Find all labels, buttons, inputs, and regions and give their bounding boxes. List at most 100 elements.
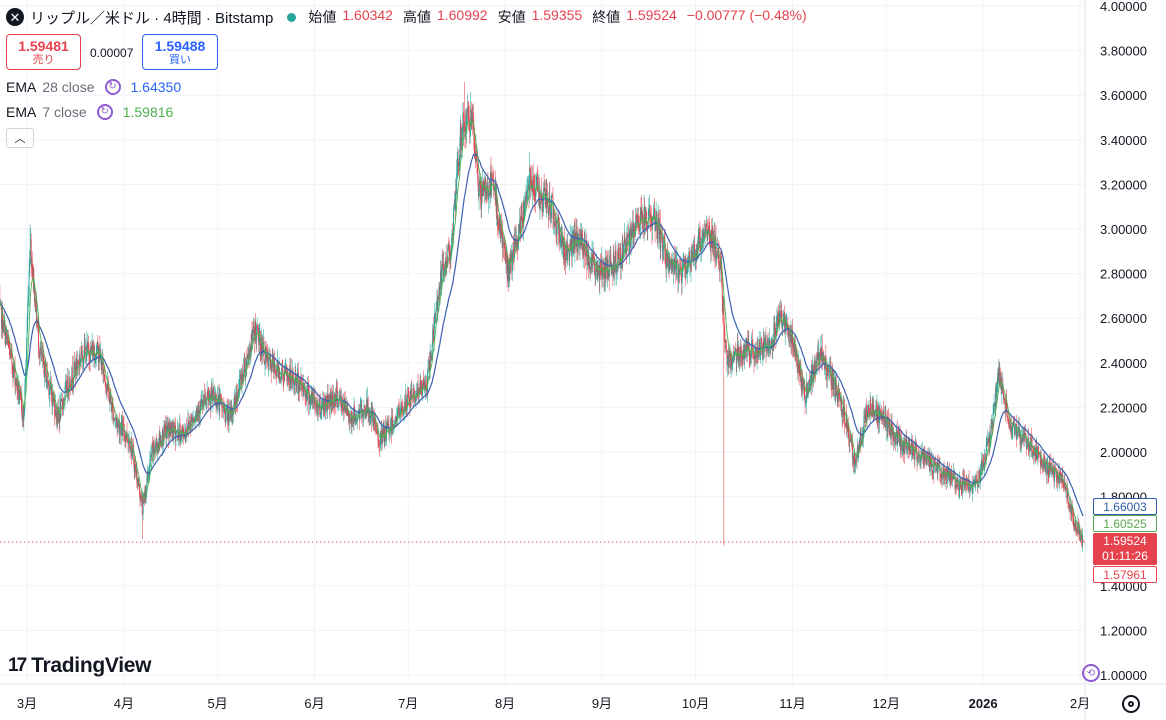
candle-body <box>1023 434 1025 436</box>
candle-body <box>264 360 265 365</box>
candle-body <box>254 330 256 341</box>
candle-body <box>282 375 284 380</box>
candle-body <box>2 331 4 333</box>
candle-body <box>569 250 571 261</box>
candle-body <box>785 325 787 328</box>
candle-body <box>985 444 987 460</box>
candle-body <box>327 393 329 402</box>
buy-button[interactable]: 1.59488 買い <box>142 34 218 70</box>
candle-body <box>430 356 432 361</box>
candle-body <box>642 220 644 230</box>
candle-body <box>529 168 530 192</box>
candle-body <box>1019 430 1021 436</box>
candle-body <box>505 249 507 264</box>
candle-body <box>495 188 497 212</box>
candle-body <box>454 199 456 211</box>
candle-body <box>692 252 694 261</box>
candle-body <box>334 393 336 396</box>
candle-body <box>136 483 138 486</box>
candle-body <box>908 443 910 452</box>
candle-body <box>447 246 449 266</box>
candle-body <box>340 397 341 399</box>
candle-body <box>103 368 105 375</box>
candle-body <box>390 417 392 429</box>
candle-body <box>994 402 996 404</box>
candle-body <box>681 270 683 284</box>
candle-body <box>141 497 143 508</box>
candle-body <box>39 355 40 358</box>
candle-body <box>213 397 215 400</box>
candle-body <box>536 176 538 187</box>
candle-body <box>490 172 492 195</box>
candle-body <box>1041 464 1043 467</box>
candle-body <box>422 381 424 388</box>
close-icon[interactable]: ✕ <box>6 8 24 26</box>
candle-body <box>547 206 549 207</box>
candle-body <box>270 365 272 373</box>
candle-body <box>67 375 69 393</box>
candle-body <box>1014 430 1016 431</box>
candle-body <box>1073 519 1075 527</box>
candle-body <box>1029 442 1030 452</box>
candle-body <box>927 453 929 461</box>
candle-body <box>679 267 680 276</box>
candle-body <box>828 371 830 373</box>
candle-body <box>445 256 447 269</box>
candle-body <box>961 478 963 492</box>
candle-body <box>887 417 889 432</box>
candle-body <box>1074 522 1076 526</box>
candle-body <box>459 126 461 150</box>
candle-body <box>521 215 523 217</box>
ohlc-values: 始値 1.60342 高値 1.60992 安値 1.59355 終値 1.59524 … <box>308 7 806 27</box>
candle-body <box>159 436 161 444</box>
candle-body <box>1067 490 1069 502</box>
symbol-title[interactable]: リップル／米ドル · 4時間 · Bitstamp <box>30 9 274 27</box>
refresh-icon[interactable]: ↻ <box>96 104 113 120</box>
candle-body <box>446 261 448 266</box>
candle-body <box>348 414 350 423</box>
candle-body <box>16 378 18 388</box>
alert-icon[interactable]: ⟲ <box>1082 664 1100 682</box>
candle-body <box>89 356 90 362</box>
indicator-ema28[interactable]: EMA 28 close ↻ 1.64350 <box>6 79 181 95</box>
candle-body <box>84 347 86 350</box>
candle-body <box>1032 451 1034 457</box>
candle-body <box>895 439 897 445</box>
candle-body <box>105 387 107 391</box>
chevron-up-icon[interactable]: ︿ <box>6 128 34 148</box>
candle-body <box>19 389 21 399</box>
candle-body <box>749 353 751 360</box>
candle-body <box>395 417 397 421</box>
candle-body <box>522 210 524 226</box>
candle-body <box>299 379 301 392</box>
gear-icon[interactable] <box>1122 695 1140 713</box>
refresh-icon[interactable]: ↻ <box>104 79 121 95</box>
candle-body <box>337 405 339 408</box>
sell-button[interactable]: 1.59481 売り <box>6 34 81 70</box>
candle-body <box>610 266 612 271</box>
candle-body <box>596 262 598 280</box>
indicator-ema7[interactable]: EMA 7 close ↻ 1.59816 <box>6 104 173 120</box>
candle-body <box>391 416 393 434</box>
candle-body <box>114 420 116 421</box>
candle-body <box>317 407 319 416</box>
candle-body <box>955 484 957 486</box>
candle-body <box>906 445 908 451</box>
candle-body <box>491 172 492 195</box>
candle-body <box>458 162 460 167</box>
candle-body <box>362 415 364 418</box>
candle-body <box>571 244 573 257</box>
candle-body <box>23 415 25 421</box>
candle-body <box>415 394 417 401</box>
candle-body <box>585 242 587 256</box>
candle-body <box>304 387 306 390</box>
candle-body <box>798 362 800 369</box>
candle-body <box>142 497 144 515</box>
candle-body <box>748 347 750 358</box>
candle-body <box>517 243 519 247</box>
candle-body <box>493 187 495 190</box>
candle-body <box>253 326 254 334</box>
candle-body <box>262 343 264 350</box>
candle-body <box>921 449 923 454</box>
